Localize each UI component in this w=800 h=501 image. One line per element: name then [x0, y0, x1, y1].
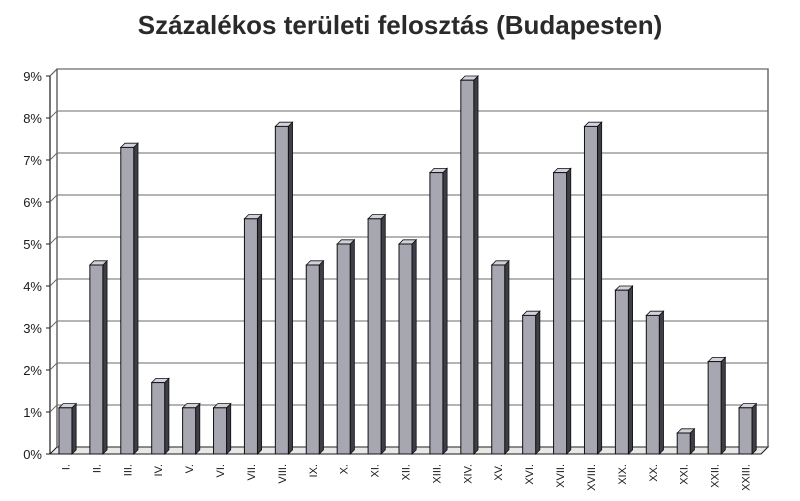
bar-side [71, 402, 77, 455]
y-tick-label: 5% [23, 237, 42, 252]
x-tick-label: XVIII. [586, 464, 598, 491]
bar-side [751, 402, 757, 455]
x-tick-label: XVI. [524, 464, 536, 485]
x-tick-label: XII. [401, 464, 413, 481]
bar [120, 146, 135, 455]
y-tick-label: 2% [23, 363, 42, 378]
bar [367, 218, 382, 455]
x-tick-label: II. [91, 464, 103, 473]
bar [522, 314, 537, 455]
bar [583, 125, 598, 455]
y-tick-label: 7% [23, 153, 42, 168]
y-tick-label: 3% [23, 321, 42, 336]
bar-side [442, 167, 448, 455]
bar [553, 172, 568, 455]
bar [645, 314, 660, 455]
bar-side [226, 402, 232, 455]
bar [707, 361, 722, 455]
x-tick-label: XV. [493, 464, 505, 481]
x-tick-label: XXIII. [741, 464, 753, 491]
bar-side [380, 213, 386, 455]
bar-side [504, 259, 510, 455]
gridline-depth [49, 404, 58, 413]
x-tick-label: XIV. [462, 464, 474, 484]
x-tick-label: XXI. [679, 464, 691, 485]
x-tick-label: XIX. [617, 464, 629, 485]
bar [738, 407, 753, 455]
gridline-depth [49, 278, 58, 287]
x-tick-label: XX. [648, 464, 660, 482]
bar [243, 218, 258, 455]
bar-side [102, 259, 108, 455]
gridline-depth [49, 194, 58, 203]
gridline-depth [49, 362, 58, 371]
bar [491, 264, 506, 455]
bar-side [318, 259, 324, 455]
bar-side [597, 121, 603, 455]
bar-side [349, 238, 355, 455]
y-tick-label: 4% [23, 279, 42, 294]
bar-side [257, 213, 263, 455]
x-tick-label: VI. [215, 464, 227, 477]
x-tick-label: I. [60, 464, 72, 470]
bar [336, 243, 351, 455]
x-tick-label: IX. [308, 464, 320, 477]
bar [305, 264, 320, 455]
chart-title: Százalékos területi felosztás (Budapeste… [137, 10, 663, 40]
y-tick-label: 0% [23, 447, 42, 462]
bar [274, 125, 289, 455]
gridline-depth [49, 152, 58, 161]
bar [89, 264, 104, 455]
x-tick-label: XIII. [431, 464, 443, 484]
bar [213, 407, 228, 455]
bar-side [473, 75, 479, 455]
gridline-depth [49, 236, 58, 245]
x-tick-label: V. [184, 464, 196, 473]
x-tick-label: IV. [153, 464, 165, 476]
bar [429, 172, 444, 455]
bar [182, 407, 197, 455]
x-tick-label: XVII. [555, 464, 567, 488]
bar [676, 432, 691, 455]
bar-side [411, 238, 417, 455]
x-tick-label: VIII. [277, 464, 289, 484]
bar-side [195, 402, 201, 455]
y-tick-label: 8% [23, 111, 42, 126]
y-tick-label: 9% [23, 69, 42, 84]
bar-side [627, 285, 633, 455]
gridline-depth [49, 320, 58, 329]
x-tick-label: XI. [370, 464, 382, 477]
bar [58, 407, 73, 455]
x-tick-label: III. [122, 464, 134, 476]
bar [614, 289, 629, 455]
x-tick-label: X. [339, 464, 351, 474]
bar-side [720, 356, 726, 455]
bar-side [535, 310, 541, 455]
y-tick-label: 6% [23, 195, 42, 210]
gridline-depth [49, 110, 58, 119]
bar [460, 79, 475, 455]
bar [151, 382, 166, 455]
bar-side [658, 310, 664, 455]
y-tick-label: 1% [23, 405, 42, 420]
x-tick-label: XXII. [710, 464, 722, 488]
bar [398, 243, 413, 455]
bar-side [566, 167, 572, 455]
x-tick-label: VII. [246, 464, 258, 481]
bar-side [164, 377, 170, 455]
gridline-depth [49, 68, 58, 77]
bar-side [287, 121, 293, 455]
bar-side [133, 142, 139, 455]
